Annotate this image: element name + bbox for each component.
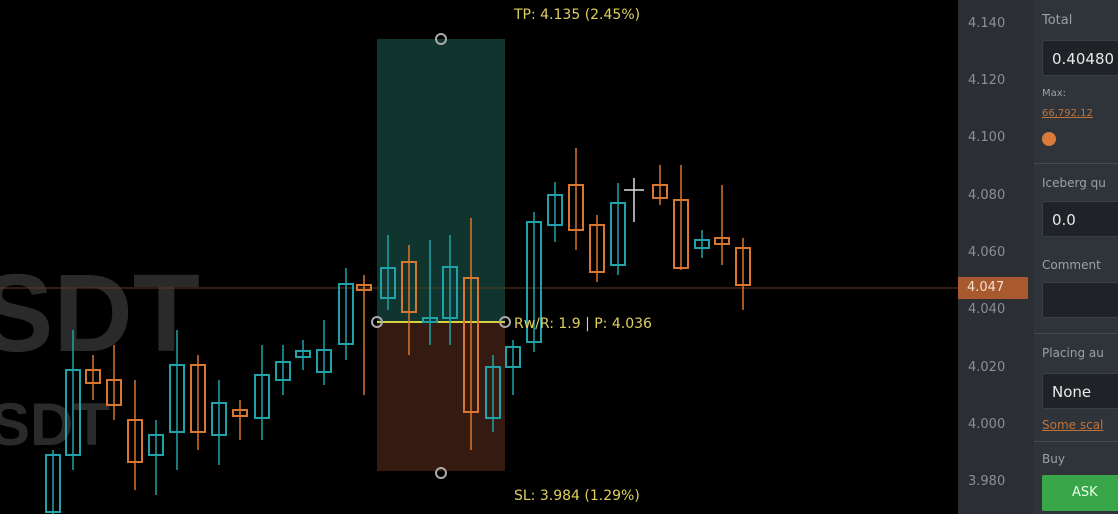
candle-body [148,434,164,456]
candle-body [714,237,730,245]
buy-label: Buy [1042,452,1065,466]
candle-body [610,202,626,266]
price-axis[interactable]: 4.140 4.120 4.100 4.080 4.060 4.040 4.02… [958,0,1034,514]
candle-body [505,346,521,368]
price-tick: 4.000 [968,417,1006,432]
sl-handle [435,467,447,479]
candlestick-plot[interactable] [0,0,958,514]
candle-body [526,221,542,343]
candle-body [275,361,291,381]
divider [1034,441,1118,442]
candle-body [694,239,710,249]
stop-loss-label: SL: 3.984 (1.29%) [514,488,640,504]
price-tick: 4.120 [968,73,1006,88]
symbol-watermark-small: SDT [0,391,110,458]
candle-body [65,369,81,456]
take-profit-zone [377,39,505,323]
candle-body [85,369,101,384]
comment-label: Comment [1042,258,1101,272]
total-input[interactable]: 0.40480 [1042,40,1118,76]
candle-body [422,317,438,323]
some-link[interactable]: Some scal [1042,418,1104,432]
candle-body [232,409,248,417]
price-tick: 4.080 [968,188,1006,203]
divider [1034,163,1118,164]
candle-body [442,266,458,319]
comment-input[interactable] [1042,282,1118,318]
price-chart[interactable]: SDT SDT TP: 4.135 (2.45%) SL: 3.984 (1.2… [0,0,958,514]
symbol-watermark: SDT [0,252,200,375]
max-label: Max: [1042,88,1067,99]
divider [1034,333,1118,334]
price-tick: 4.140 [968,16,1006,31]
placing-label: Placing au [1042,346,1104,360]
entry-handle-right [499,316,511,328]
candle-body [463,277,479,413]
risk-reward-label: Rw/R: 1.9 | P: 4.036 [514,316,652,332]
candle-body [547,194,563,226]
tp-handle [435,33,447,45]
candle-body [380,267,396,299]
max-value-link[interactable]: 66,792.12 [1042,108,1093,119]
current-price-tag: 4.047 [958,277,1028,299]
candle-body [589,224,605,273]
candle-body [568,184,584,231]
price-tick: 3.980 [968,474,1006,489]
candle-body [338,283,354,345]
candle-body [211,402,227,436]
candle-body [401,261,417,313]
candle-body [106,379,122,406]
order-panel: Total 0.40480 Max: 66,792.12 Iceberg qu … [1034,0,1118,514]
candle-body [254,374,270,419]
ask-button[interactable]: ASK [1042,475,1118,511]
stop-loss-zone [377,323,505,471]
candle-body [356,284,372,291]
iceberg-label: Iceberg qu [1042,176,1106,190]
entry-handle-left [371,316,383,328]
price-tick: 4.040 [968,302,1006,317]
price-tick: 4.100 [968,130,1006,145]
candle-body [485,366,501,419]
candle-body [316,349,332,373]
candle-body [735,247,751,286]
take-profit-label: TP: 4.135 (2.45%) [514,7,641,23]
amount-slider-knob[interactable] [1042,132,1056,146]
candle-body [169,364,185,433]
candle-body [190,364,206,433]
candle-body [45,454,61,513]
price-tick: 4.060 [968,245,1006,260]
candle-body [127,419,143,463]
candle-body [295,350,311,358]
iceberg-input[interactable]: 0.0 [1042,201,1118,237]
placing-select[interactable]: None [1042,373,1118,409]
price-tick: 4.020 [968,360,1006,375]
total-label: Total [1042,13,1073,28]
candle-body [673,199,689,269]
candle-body [652,184,668,199]
